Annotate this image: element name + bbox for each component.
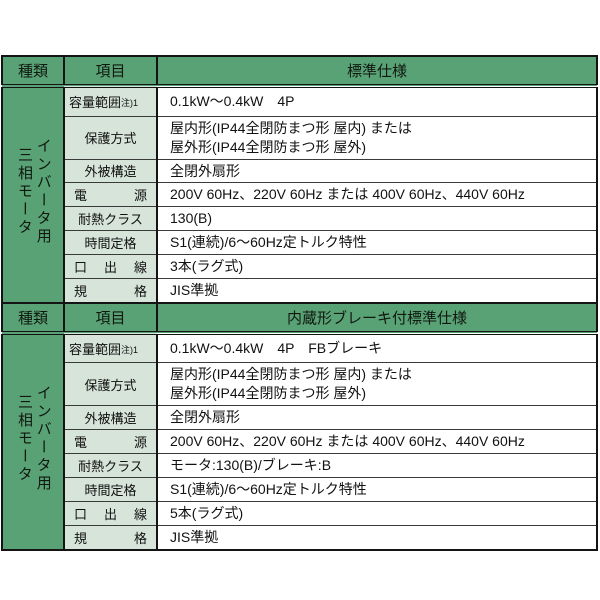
- table-header-row: 種類 項目 内蔵形ブレーキ付標準仕様: [1, 301, 598, 335]
- kind-vertical-text: インバータ用 三相モータ: [16, 385, 52, 494]
- table-row: 外被構造 全閉外扇形: [2, 158, 598, 184]
- value-power-supply: 200V 60Hz、220V 60Hz または 400V 60Hz、440V 6…: [156, 429, 598, 455]
- table-row: 時間定格 S1(連続)/6〜60Hz定トルク特性: [2, 230, 598, 256]
- header-spec-standard: 標準仕様: [156, 55, 598, 88]
- table-row: インバータ用 三相モータ 容量範囲 注)1 0.1kW〜0.4kW 4P FBブ…: [1, 331, 598, 551]
- value-time-rating: S1(連続)/6〜60Hz定トルク特性: [156, 477, 598, 502]
- table-row: 外被構造 全閉外扇形: [2, 405, 598, 431]
- value-lead-wires: 3本(ラグ式): [156, 254, 598, 279]
- brake-spec-table: 種類 項目 内蔵形ブレーキ付標準仕様 インバータ用 三相モータ 容量範囲 注)1…: [1, 301, 598, 551]
- label-protection-type: 保護方式: [63, 362, 158, 407]
- value-standard: JIS準拠: [156, 524, 598, 551]
- table-header-row: 種類 項目 標準仕様: [1, 55, 598, 88]
- table-row: 電源 200V 60Hz、220V 60Hz または 400V 60Hz、440…: [2, 429, 598, 455]
- table-row: 口出線 3本(ラグ式): [2, 254, 598, 279]
- standard-spec-table: 種類 項目 標準仕様 インバータ用 三相モータ 容量範囲 注)1 0.1kW〜0…: [1, 55, 598, 304]
- table-row: インバータ用 三相モータ 容量範囲 注)1 0.1kW〜0.4kW 4P: [1, 85, 598, 304]
- value-enclosure: 全閉外扇形: [156, 158, 598, 184]
- value-protection-type: 屋内形(IP44全閉防まつ形 屋内) または 屋外形(IP44全閉防まつ形 屋外…: [156, 115, 598, 160]
- value-time-rating: S1(連続)/6〜60Hz定トルク特性: [156, 230, 598, 256]
- kind-vertical-text: インバータ用 三相モータ: [16, 138, 52, 247]
- kind-cell-inverter-motor: インバータ用 三相モータ: [1, 85, 65, 304]
- label-standard: 規格: [63, 524, 158, 551]
- label-lead-wires: 口出線: [63, 254, 158, 279]
- value-protection-type: 屋内形(IP44全閉防まつ形 屋内) または 屋外形(IP44全閉防まつ形 屋外…: [156, 362, 598, 407]
- label-heat-class: 耐熱クラス: [63, 453, 158, 479]
- table-row: 時間定格 S1(連続)/6〜60Hz定トルク特性: [2, 477, 598, 502]
- kind-cell-inverter-motor: インバータ用 三相モータ: [1, 331, 65, 551]
- table-row: 保護方式 屋内形(IP44全閉防まつ形 屋内) または 屋外形(IP44全閉防ま…: [2, 115, 598, 160]
- value-enclosure: 全閉外扇形: [156, 405, 598, 431]
- label-time-rating: 時間定格: [63, 477, 158, 502]
- value-lead-wires: 5本(ラグ式): [156, 500, 598, 526]
- table-row: 口出線 5本(ラグ式): [2, 500, 598, 526]
- header-kind: 種類: [1, 55, 65, 88]
- value-heat-class: 130(B): [156, 206, 598, 232]
- label-capacity-range: 容量範囲 注)1: [63, 85, 158, 117]
- label-heat-class: 耐熱クラス: [63, 206, 158, 232]
- value-standard: JIS準拠: [156, 277, 598, 304]
- capacity-range-label: 容量範囲: [69, 95, 122, 111]
- label-capacity-range: 容量範囲 注)1: [63, 332, 158, 364]
- table-row: 耐熱クラス モータ:130(B)/ブレーキ:B: [2, 453, 598, 479]
- value-capacity-range: 0.1kW〜0.4kW 4P FBブレーキ: [156, 332, 598, 364]
- table-row: 耐熱クラス 130(B): [2, 206, 598, 232]
- table-row: 保護方式 屋内形(IP44全閉防まつ形 屋内) または 屋外形(IP44全閉防ま…: [2, 362, 598, 407]
- capacity-range-note: 注)1: [121, 345, 139, 356]
- label-protection-type: 保護方式: [63, 115, 158, 160]
- header-kind: 種類: [1, 301, 65, 335]
- spec-tables-block: 種類 項目 標準仕様 インバータ用 三相モータ 容量範囲 注)1 0.1kW〜0…: [1, 55, 598, 551]
- table-row: 電源 200V 60Hz、220V 60Hz または 400V 60Hz、440…: [2, 182, 598, 208]
- table-row: 規格 JIS準拠: [2, 277, 598, 304]
- value-power-supply: 200V 60Hz、220V 60Hz または 400V 60Hz、440V 6…: [156, 182, 598, 208]
- value-heat-class: モータ:130(B)/ブレーキ:B: [156, 453, 598, 479]
- label-standard: 規格: [63, 277, 158, 304]
- header-item: 項目: [63, 55, 158, 88]
- header-item: 項目: [63, 301, 158, 335]
- label-lead-wires: 口出線: [63, 500, 158, 526]
- capacity-range-note: 注)1: [121, 98, 139, 109]
- label-power-supply: 電源: [63, 429, 158, 455]
- header-spec-brake: 内蔵形ブレーキ付標準仕様: [156, 301, 598, 335]
- table-row: 規格 JIS準拠: [2, 524, 598, 551]
- label-enclosure: 外被構造: [63, 405, 158, 431]
- capacity-range-label: 容量範囲: [69, 342, 122, 358]
- label-enclosure: 外被構造: [63, 158, 158, 184]
- value-capacity-range: 0.1kW〜0.4kW 4P: [156, 85, 598, 117]
- label-power-supply: 電源: [63, 182, 158, 208]
- label-time-rating: 時間定格: [63, 230, 158, 256]
